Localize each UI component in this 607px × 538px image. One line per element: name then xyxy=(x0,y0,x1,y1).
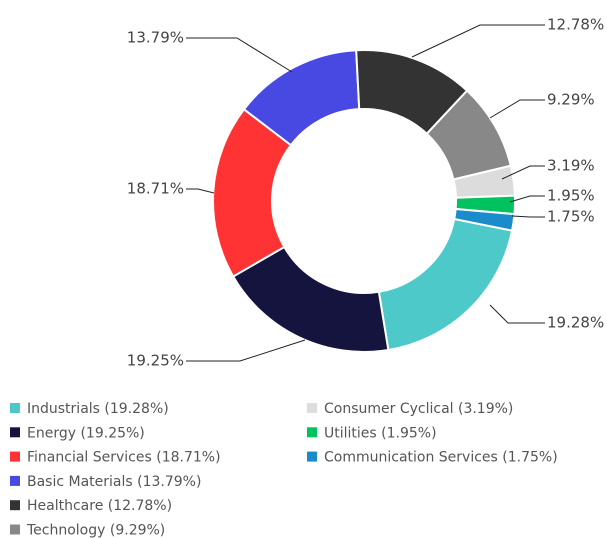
legend-swatch xyxy=(10,403,20,413)
value-label: 13.79% xyxy=(127,29,184,47)
legend-label: Financial Services (18.71%) xyxy=(27,450,221,466)
legend-swatch xyxy=(10,500,20,511)
legend-swatch xyxy=(10,524,20,535)
legend-swatch xyxy=(307,451,317,462)
legend-label: Communication Services (1.75%) xyxy=(324,450,558,466)
legend-swatch xyxy=(307,427,317,438)
legend-label: Technology (9.29%) xyxy=(26,523,165,538)
value-label: 9.29% xyxy=(547,91,595,109)
leader-line xyxy=(501,165,545,180)
leader-line xyxy=(489,304,545,324)
value-label: 1.75% xyxy=(547,208,595,226)
value-label: 3.19% xyxy=(547,157,595,175)
leader-line xyxy=(509,195,545,203)
value-label: 19.28% xyxy=(547,314,604,332)
leader-line xyxy=(186,188,215,194)
legend-label: Energy (19.25%) xyxy=(27,425,145,441)
leader-line xyxy=(489,99,545,119)
value-label: 12.78% xyxy=(547,16,604,34)
leader-line xyxy=(411,24,545,58)
value-label: 19.25% xyxy=(127,352,184,370)
leader-line xyxy=(511,215,545,218)
slice xyxy=(377,217,514,352)
legend-label: Healthcare (12.78%) xyxy=(27,498,172,514)
legend-label: Industrials (19.28%) xyxy=(27,401,169,417)
legend-swatch xyxy=(10,427,20,438)
value-label: 1.95% xyxy=(547,187,595,205)
legend-swatch xyxy=(307,403,317,413)
value-label: 18.71% xyxy=(127,180,184,198)
legend-label: Utilities (1.95%) xyxy=(324,425,437,441)
legend-label: Consumer Cyclical (3.19%) xyxy=(324,401,513,417)
leader-line xyxy=(186,339,306,362)
legend-swatch xyxy=(10,475,20,486)
leader-line xyxy=(186,37,293,73)
legend-label: Basic Materials (13.79%) xyxy=(27,474,201,490)
slice xyxy=(453,207,516,232)
legend-swatch xyxy=(10,451,20,462)
